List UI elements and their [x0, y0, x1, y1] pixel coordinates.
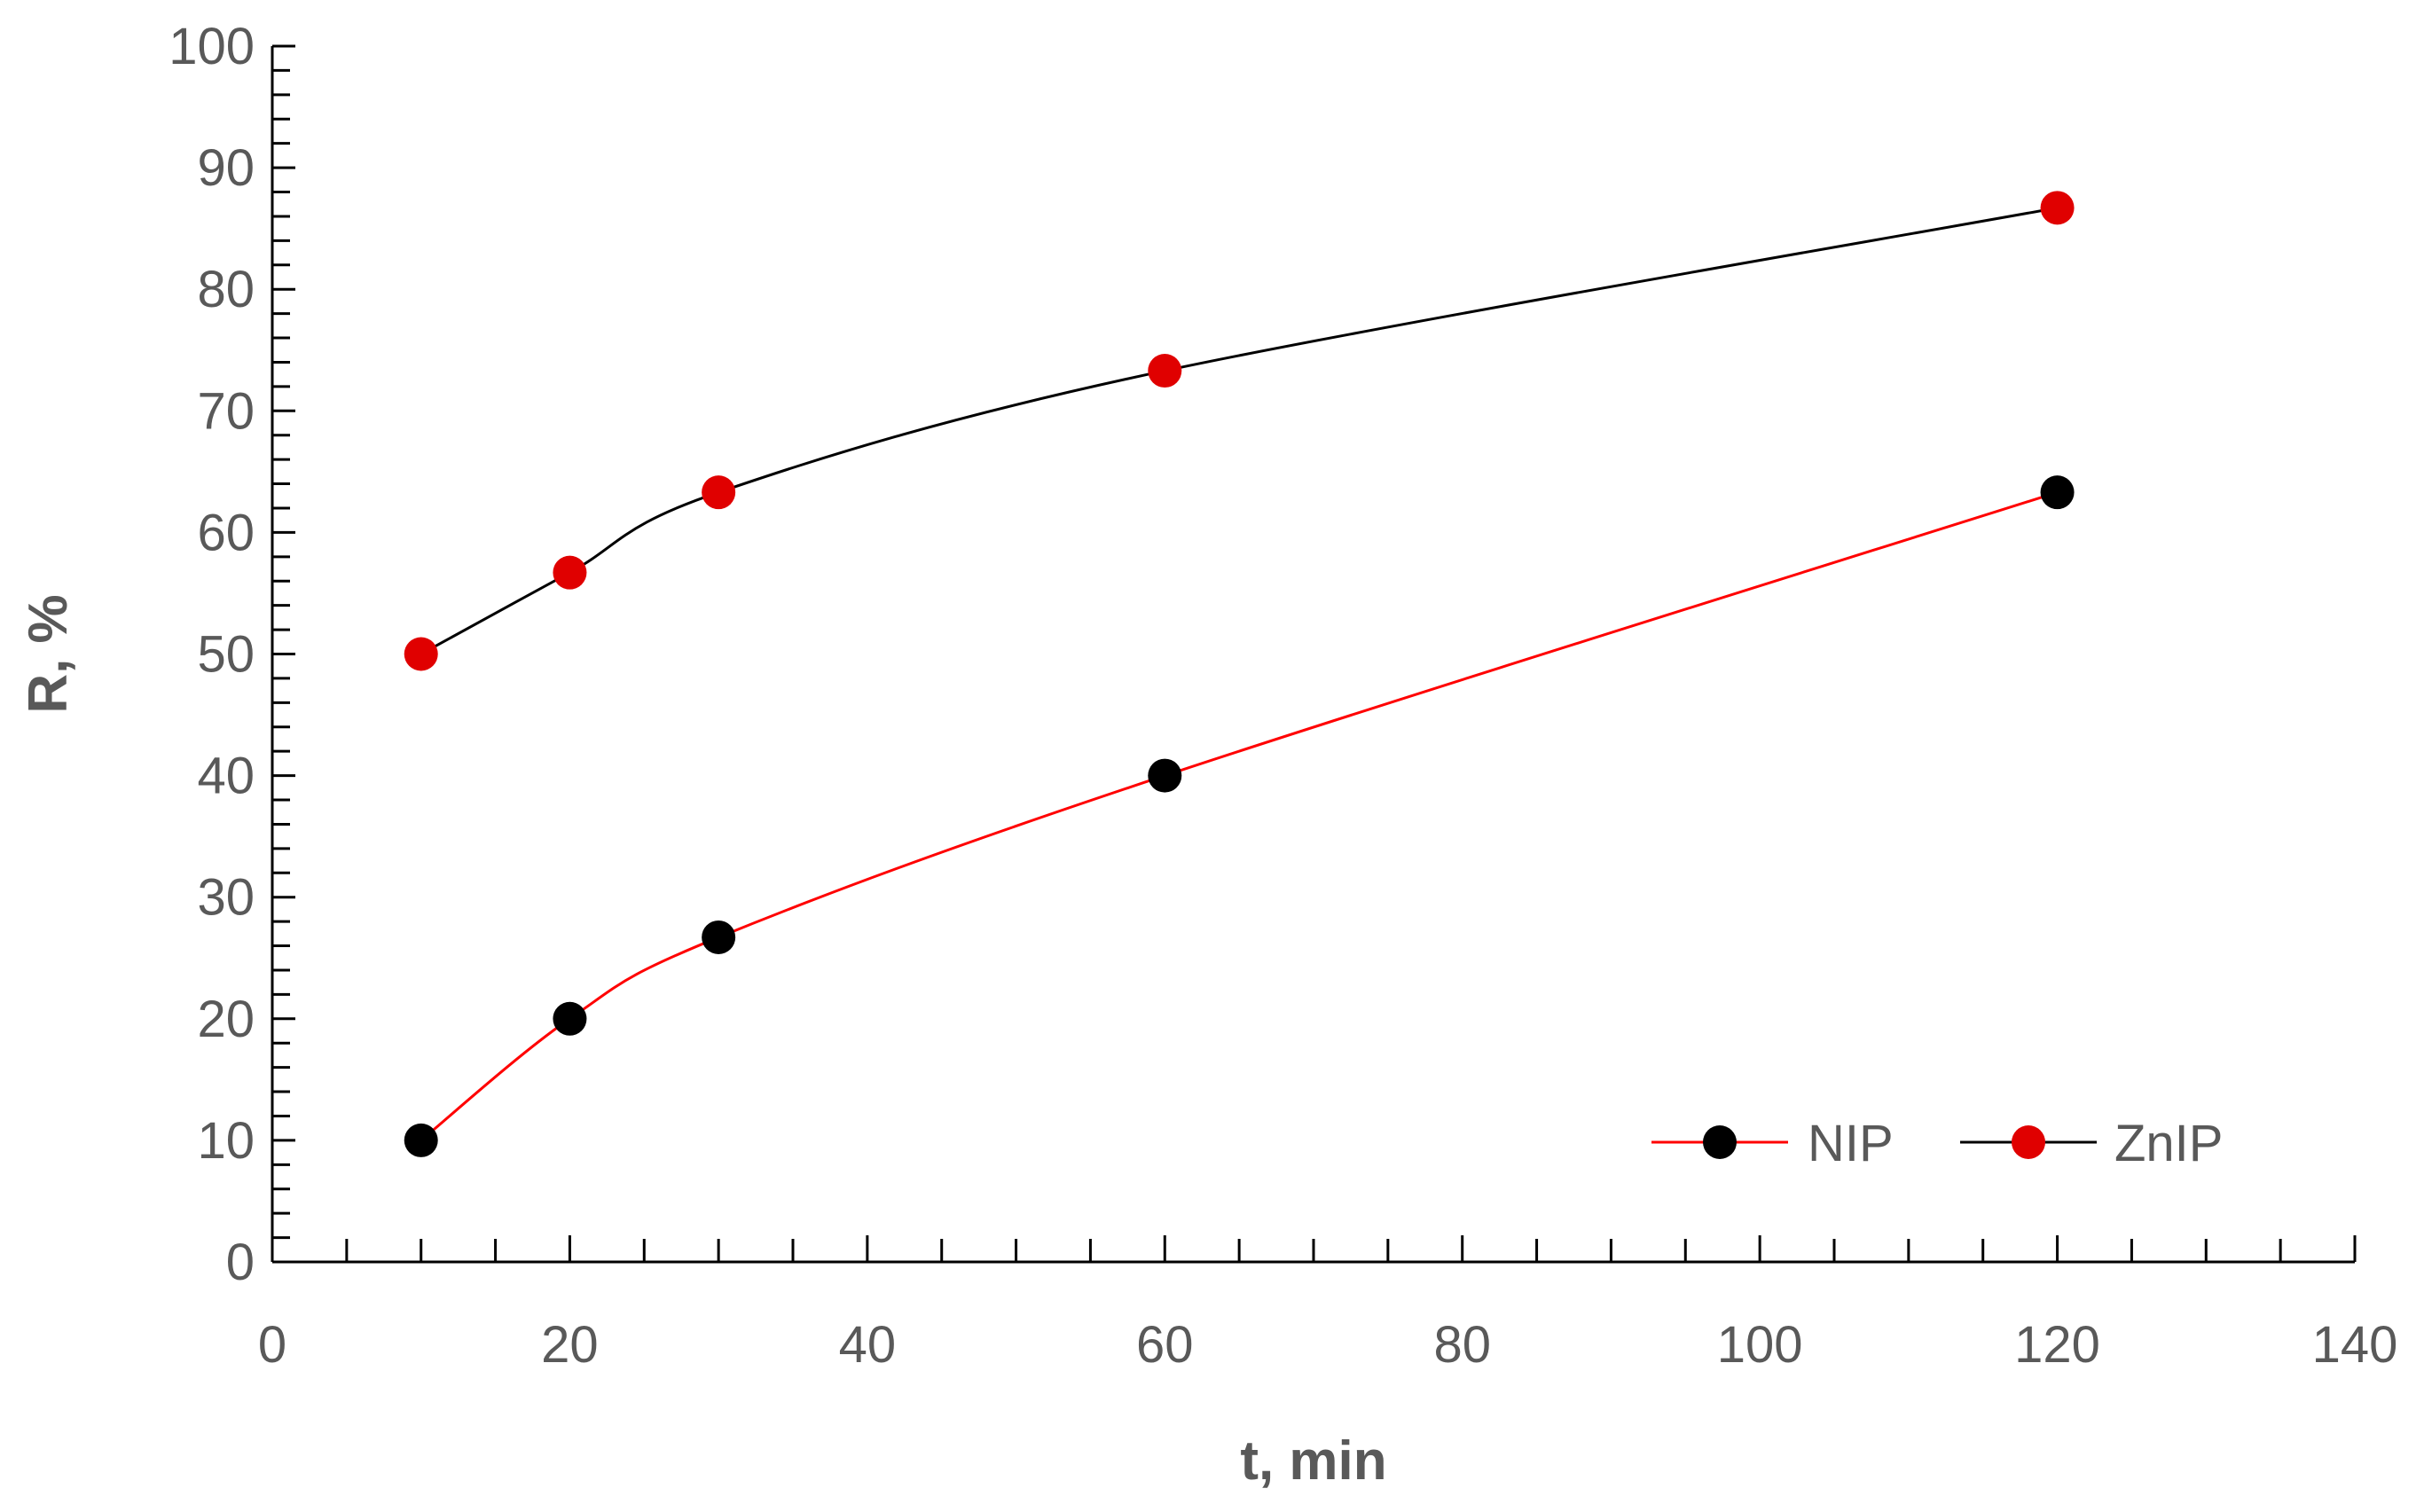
series-line-znip — [420, 206, 2058, 655]
legend-label: ZnIP — [2114, 1115, 2224, 1172]
y-tick-label: 40 — [197, 748, 255, 805]
y-tick-label: 100 — [169, 18, 255, 75]
x-axis-title: t, min — [1240, 1430, 1386, 1492]
data-point-nip — [2040, 475, 2075, 510]
y-tick-label: 10 — [197, 1112, 255, 1170]
x-tick-label: 20 — [541, 1316, 599, 1374]
data-point-znip — [404, 637, 438, 671]
series-line-nip — [420, 490, 2059, 1142]
x-tick-label: 40 — [839, 1316, 897, 1374]
data-point-nip — [1148, 758, 1182, 793]
y-tick-label: 50 — [197, 626, 255, 684]
y-axis-title: R, % — [18, 594, 79, 713]
data-point-nip — [553, 1001, 587, 1036]
y-tick-label: 80 — [197, 261, 255, 318]
series-nip — [404, 475, 2075, 1157]
legend-item-znip: ZnIP — [1960, 1115, 2224, 1172]
x-tick-label: 80 — [1433, 1316, 1491, 1374]
data-point-znip — [2040, 191, 2075, 225]
axes: 0 10 20 30 40 50 60 70 80 90 100 0 20 40 60 80 100 120 140 — [169, 18, 2397, 1374]
data-point-nip — [404, 1123, 438, 1157]
x-tick-label: 60 — [1136, 1316, 1194, 1374]
y-tick-label: 90 — [197, 139, 255, 197]
data-point-znip — [1148, 354, 1182, 388]
x-tick-label: 0 — [258, 1316, 286, 1374]
legend-marker — [2012, 1125, 2045, 1159]
x-tick-label: 100 — [1717, 1316, 1803, 1374]
series-layer — [404, 191, 2075, 1157]
x-tick-label: 120 — [2014, 1316, 2100, 1374]
y-tick-label: 30 — [197, 869, 255, 927]
y-tick-label: 70 — [197, 382, 255, 440]
y-tick-label: 60 — [197, 504, 255, 561]
data-point-znip — [553, 555, 587, 590]
y-tick-label: 20 — [197, 991, 255, 1048]
y-tick-label: 0 — [226, 1234, 255, 1291]
legend-marker — [1703, 1125, 1737, 1159]
data-point-znip — [702, 475, 736, 510]
data-point-nip — [702, 920, 736, 954]
legend-label: NIP — [1808, 1115, 1894, 1172]
legend-item-nip: NIP — [1651, 1115, 1894, 1172]
series-znip — [404, 191, 2075, 671]
x-tick-label: 140 — [2312, 1316, 2398, 1374]
legend: NIP ZnIP — [1651, 1115, 2224, 1172]
